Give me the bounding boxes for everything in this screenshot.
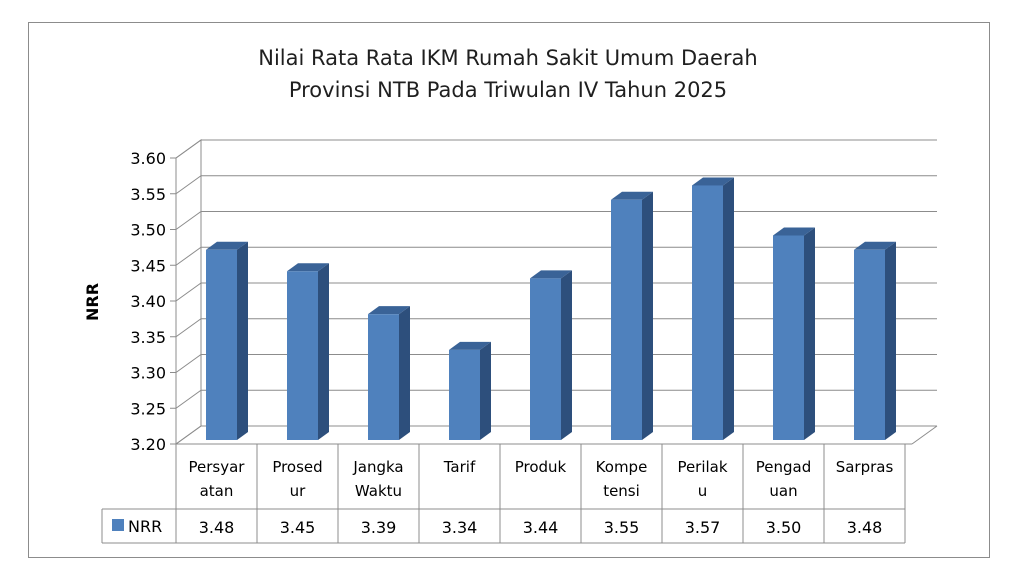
x-category-label: Persyar atan [189,458,246,500]
gridline [175,318,937,338]
y-tick-label: 3.30 [130,364,166,383]
gridline [175,211,937,230]
y-tick-label: 3.40 [130,292,166,311]
y-tick-label: 3.35 [130,328,166,347]
bar-top [287,263,329,272]
bar-top [530,270,572,279]
bar [530,278,561,440]
gridline [175,389,937,409]
bar-top [449,341,491,350]
legend-series-name: NRR [128,517,162,536]
data-value-label: 3.50 [766,518,802,537]
x-category-label: Tarif [443,458,476,476]
bar-top [692,177,734,186]
y-tick-label: 3.20 [130,435,166,454]
floor-right-edge [911,425,938,445]
bar [368,314,399,440]
data-value-label: 3.48 [199,518,235,537]
bar-side [237,241,248,440]
y-tick-label: 3.45 [130,256,166,275]
data-value-label: 3.44 [523,518,559,537]
bar-side [642,191,653,440]
data-value-label: 3.57 [685,518,721,537]
bar [773,235,804,440]
bar [854,249,885,440]
bar-side [885,241,896,440]
gridline [175,139,937,159]
bar [692,185,723,440]
x-category-label: Jangka Waktu [352,458,403,500]
data-value-label: 3.45 [280,518,316,537]
bar-side [804,227,815,440]
bar-side [480,341,491,440]
data-value-label: 3.39 [361,518,397,537]
y-tick-label: 3.60 [130,149,166,168]
bar-top [773,227,815,236]
data-value-label: 3.55 [604,518,640,537]
gridline [175,175,937,195]
y-tick-label: 3.25 [130,399,166,418]
bar-top [206,241,248,250]
x-category-label: Prosed ur [272,458,322,500]
bar-top [854,241,896,250]
x-category-label: Kompe tensi [596,458,648,500]
bar [611,199,642,440]
bar-side [318,263,329,440]
bar [206,249,237,440]
legend-swatch [112,519,124,531]
x-category-label: Pengad uan [756,458,811,500]
data-value-label: 3.48 [847,518,883,537]
y-tick-label: 3.50 [130,221,166,240]
bar-side [399,306,410,440]
y-axis-label: NRR [83,283,102,321]
gridline [175,354,937,373]
bar-top [368,306,410,315]
y-tick-label: 3.55 [130,185,166,204]
gridline [175,246,937,266]
bar-top [611,191,653,200]
bar [449,349,480,440]
data-value-label: 3.34 [442,518,478,537]
bar-side [561,270,572,440]
x-category-label: Sarpras [836,458,894,476]
chart-title-line: Nilai Rata Rata IKM Rumah Sakit Umum Dae… [258,46,757,70]
bar-side [723,177,734,440]
x-category-label: Perilak u [677,458,727,500]
gridline [175,282,937,302]
chart-title-line: Provinsi NTB Pada Triwulan IV Tahun 2025 [289,78,727,102]
x-category-label: Produk [515,458,567,476]
bar [287,271,318,440]
gridline [175,425,937,445]
